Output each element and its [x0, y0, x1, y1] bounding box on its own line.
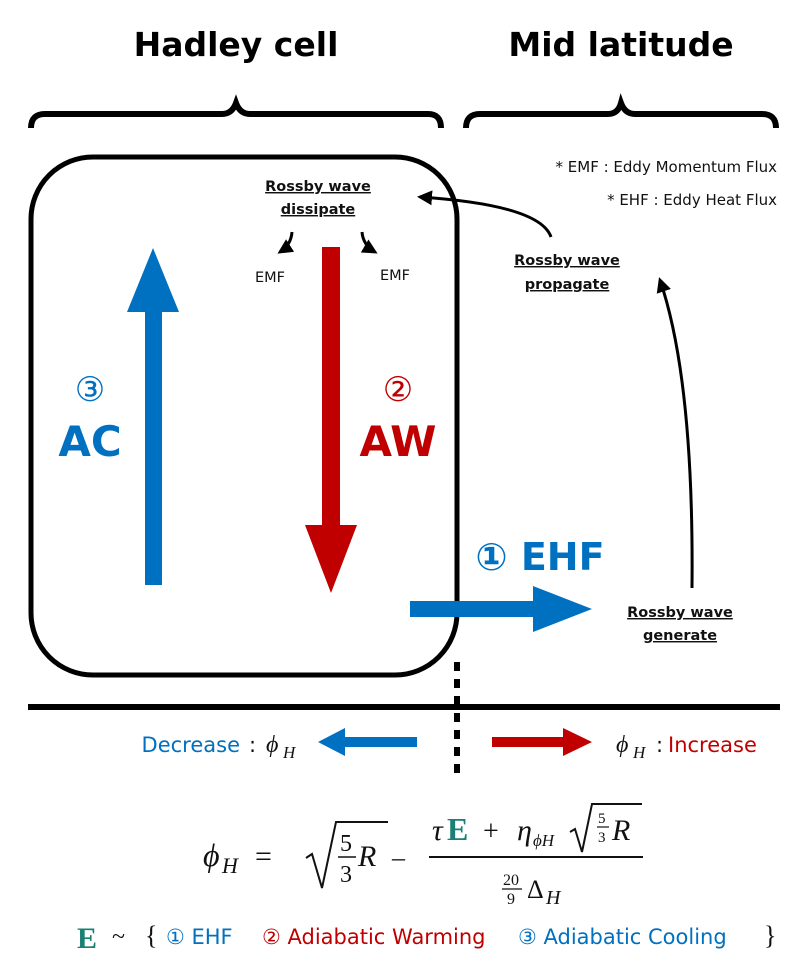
increase-colon: :	[656, 733, 663, 757]
formula-R-inner: R	[611, 814, 630, 847]
increase-phi: ϕ	[616, 732, 628, 758]
decrease-label: Decrease	[142, 733, 240, 757]
ac-number: ③	[75, 370, 105, 410]
formula-plus: +	[483, 816, 499, 847]
formula-three: 3	[340, 862, 352, 888]
close-brace: }	[764, 921, 776, 950]
hadley-cell-box	[28, 154, 460, 678]
formula-delta: Δ	[527, 875, 544, 904]
tilde: ~	[112, 924, 125, 950]
aw-label: AW	[360, 417, 437, 466]
decrease-arrow	[318, 728, 417, 756]
increase-label: Increase	[668, 733, 757, 757]
formula-twenty: 20	[503, 872, 519, 889]
legend-ehf: * EHF : Eddy Heat Flux	[607, 191, 777, 209]
formula-three-small: 3	[598, 830, 606, 846]
E-item-adiabatic-cooling: ③ Adiabatic Cooling	[518, 925, 727, 949]
decrease-phi: ϕ	[266, 732, 278, 758]
ehf-label: ① EHF	[475, 535, 604, 579]
rossby-dissipate-line2: dissipate	[281, 202, 356, 218]
formula-phi-sub: H	[221, 853, 239, 878]
formula-nine: 9	[507, 891, 515, 908]
header-hadley-cell: Hadley cell	[134, 25, 339, 64]
E-item-adiabatic-warming: ② Adiabatic Warming	[262, 925, 486, 949]
horizontal-divider	[28, 704, 780, 710]
rossby-propagate-line1: Rossby wave	[514, 253, 620, 269]
propagate-to-dissipate-arrow-icon	[417, 190, 553, 238]
formula-phi: ϕ	[203, 837, 220, 873]
formula-R: R	[357, 840, 376, 873]
emf-right-arrow-icon	[360, 231, 378, 254]
formula-delta-sub: H	[545, 887, 562, 909]
brace-mid-latitude	[463, 93, 779, 129]
generate-to-propagate-arrow-icon	[656, 277, 694, 589]
legend-emf: * EMF : Eddy Momentum Flux	[556, 158, 778, 176]
formula-tau: τ	[432, 814, 444, 847]
ehf-arrow	[410, 586, 592, 632]
formula-equals: =	[255, 840, 272, 873]
adiabatic-cooling-arrow	[127, 248, 179, 585]
formula-E: E	[447, 811, 468, 847]
formula-minus: –	[391, 843, 406, 872]
increase-phi-sub: H	[632, 743, 647, 762]
ac-label: AC	[58, 417, 121, 466]
adiabatic-warming-arrow	[305, 247, 357, 593]
sqrt-sign-inner	[569, 803, 642, 853]
header-mid-latitude: Mid latitude	[508, 25, 733, 64]
formula-eta-sub: ϕH	[533, 831, 556, 850]
emf-right-label: EMF	[380, 268, 410, 284]
aw-number: ②	[383, 370, 413, 410]
rossby-propagate-line2: propagate	[525, 277, 610, 293]
open-brace: {	[145, 921, 157, 950]
rossby-generate-line1: Rossby wave	[627, 605, 733, 621]
decrease-colon: :	[249, 733, 256, 757]
formula-five-small: 5	[598, 811, 606, 827]
emf-left-label: EMF	[255, 270, 285, 286]
E-item-ehf: ① EHF	[166, 925, 233, 949]
increase-arrow	[492, 728, 592, 756]
emf-left-arrow-icon	[277, 231, 295, 254]
formula-five: 5	[340, 831, 352, 857]
E-symbol: E	[77, 922, 97, 955]
E-relation: E ~ { ① EHF ② Adiabatic Warming ③ Adiaba…	[77, 921, 776, 955]
formula-eta: η	[517, 814, 532, 847]
sqrt-sign	[305, 821, 388, 889]
phi-h-formula: ϕ H = 5 3 R – τ E + η ϕH 5 3 R 20 9 Δ H	[203, 803, 643, 909]
brace-hadley	[28, 94, 444, 129]
decrease-phi-sub: H	[282, 743, 297, 762]
rossby-dissipate-line1: Rossby wave	[265, 179, 371, 195]
rossby-generate-line2: generate	[643, 628, 717, 644]
